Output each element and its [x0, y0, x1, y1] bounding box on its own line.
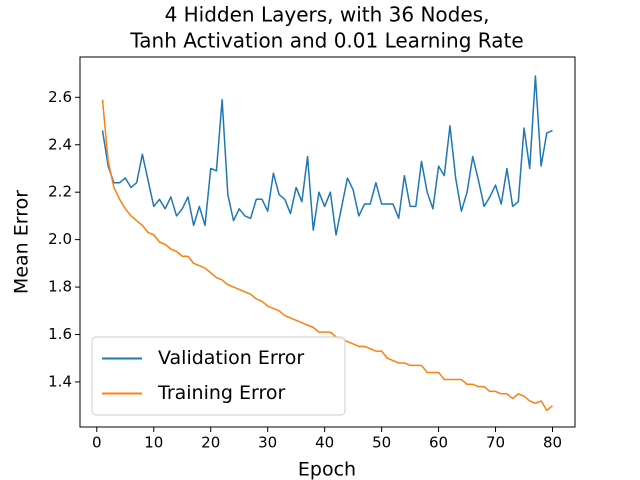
legend-label: Training Error: [157, 382, 286, 404]
legend-label: Validation Error: [158, 347, 304, 369]
x-tick-label: 30: [258, 434, 277, 452]
y-tick-label: 1.6: [48, 325, 72, 343]
x-tick-label: 60: [429, 434, 448, 452]
series-line: [101, 99, 553, 412]
legend-box: [91, 336, 346, 416]
x-tick-label: 10: [144, 434, 163, 452]
y-axis-label: Mean Error: [11, 190, 33, 294]
chart-title: 4 Hidden Layers, with 36 Nodes,: [165, 3, 490, 27]
plot-frame: [79, 56, 576, 428]
x-tick-label: 40: [315, 434, 334, 452]
y-tick-label: 1.4: [48, 372, 72, 390]
x-tick-label: 50: [372, 434, 391, 452]
y-tick-label: 2.6: [48, 88, 72, 106]
x-tick-label: 0: [92, 434, 102, 452]
x-axis-label: Epoch: [298, 459, 356, 480]
chart-title: Tanh Activation and 0.01 Learning Rate: [129, 29, 523, 53]
y-tick-label: 1.8: [48, 278, 72, 296]
x-tick-label: 20: [201, 434, 220, 452]
y-tick-label: 2.2: [48, 183, 72, 201]
x-tick-label: 80: [543, 434, 562, 452]
y-tick-label: 2.4: [48, 135, 72, 153]
x-tick-label: 70: [486, 434, 505, 452]
series-line: [101, 75, 553, 236]
y-tick-label: 2.0: [48, 230, 72, 248]
